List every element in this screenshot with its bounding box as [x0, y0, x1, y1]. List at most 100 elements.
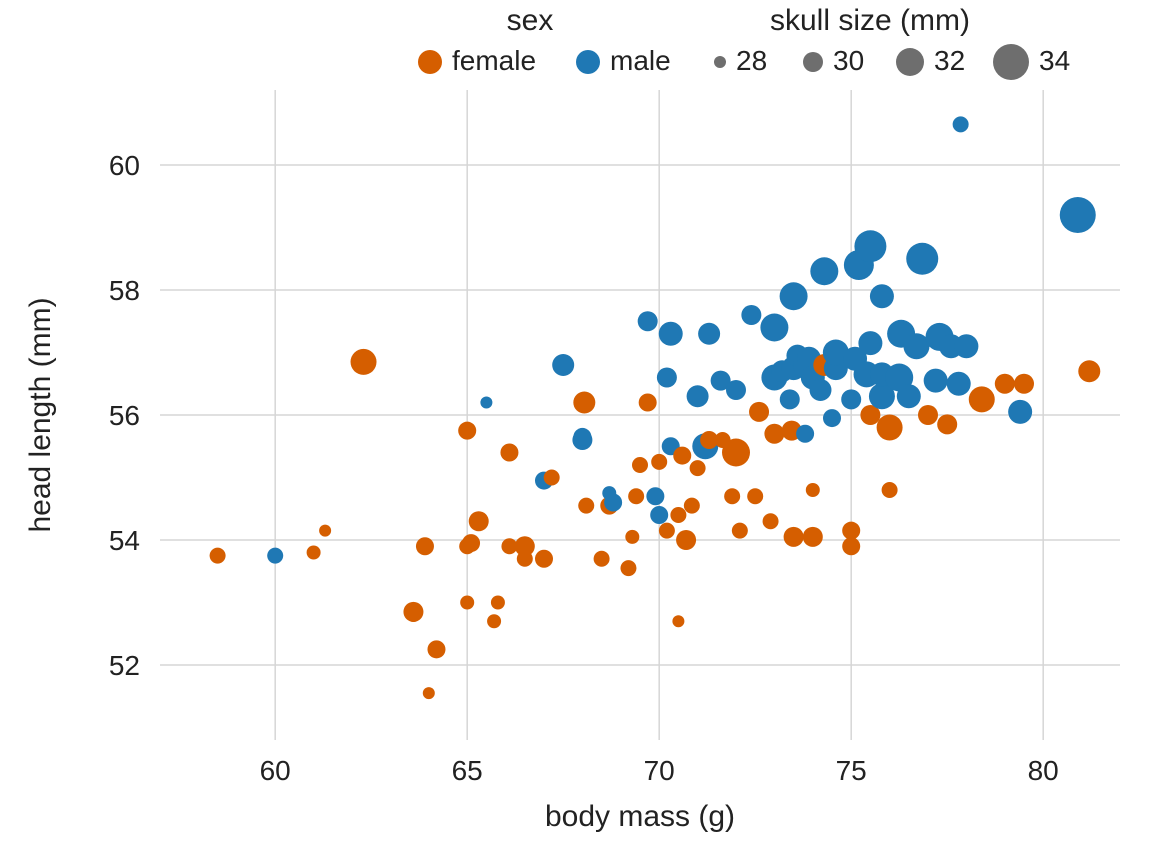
data-point — [684, 498, 700, 514]
data-point — [763, 513, 779, 529]
data-point — [403, 602, 423, 622]
data-point — [722, 439, 750, 467]
data-point — [806, 483, 820, 497]
data-point — [638, 311, 658, 331]
data-point — [651, 454, 667, 470]
data-point — [796, 425, 814, 443]
size-legend-label: 30 — [833, 45, 864, 76]
data-point — [810, 257, 838, 285]
data-point — [842, 522, 860, 540]
size-legend-swatch — [993, 44, 1029, 80]
data-point — [319, 525, 331, 537]
chart-svg: 60657075805254565860body mass (g)head le… — [0, 0, 1152, 864]
data-point — [646, 487, 664, 505]
data-point — [858, 331, 882, 355]
data-point — [535, 550, 553, 568]
data-point — [780, 389, 800, 409]
size-legend-label: 34 — [1039, 45, 1070, 76]
data-point — [1060, 197, 1096, 233]
data-point — [724, 488, 740, 504]
data-point — [632, 457, 648, 473]
data-point — [906, 243, 938, 275]
size-legend-swatch — [896, 48, 924, 76]
data-point — [897, 384, 921, 408]
data-point — [210, 548, 226, 564]
data-point — [698, 323, 720, 345]
data-point — [841, 389, 861, 409]
x-axis-label: body mass (g) — [545, 800, 735, 833]
data-point — [515, 536, 535, 556]
data-point — [842, 537, 860, 555]
data-point — [1014, 374, 1034, 394]
data-point — [882, 482, 898, 498]
data-point — [995, 374, 1015, 394]
y-tick-label: 60 — [109, 150, 140, 181]
data-point — [937, 414, 957, 434]
data-point — [676, 530, 696, 550]
data-point — [480, 397, 492, 409]
data-point — [809, 379, 831, 401]
legend-swatch — [576, 50, 600, 74]
data-point — [760, 314, 788, 342]
x-tick-label: 70 — [644, 755, 675, 786]
data-point — [416, 537, 434, 555]
data-point — [628, 488, 644, 504]
size-legend-swatch — [714, 56, 726, 68]
x-tick-label: 80 — [1028, 755, 1059, 786]
data-point — [307, 546, 321, 560]
data-point — [460, 596, 474, 610]
data-point — [687, 385, 709, 407]
data-point — [491, 596, 505, 610]
data-point — [1008, 400, 1032, 424]
data-point — [267, 548, 283, 564]
size-legend-title: skull size (mm) — [770, 4, 970, 37]
data-point — [877, 415, 903, 441]
data-point — [573, 392, 595, 414]
data-point — [670, 507, 686, 523]
x-tick-label: 75 — [836, 755, 867, 786]
data-point — [594, 551, 610, 567]
x-tick-label: 65 — [452, 755, 483, 786]
data-point — [552, 354, 574, 376]
data-point — [918, 405, 938, 425]
data-point — [659, 523, 675, 539]
data-point — [573, 428, 591, 446]
y-tick-label: 52 — [109, 650, 140, 681]
data-point — [625, 530, 639, 544]
data-point — [947, 372, 971, 396]
data-point — [672, 615, 684, 627]
data-point — [690, 460, 706, 476]
data-point — [954, 334, 978, 358]
data-point — [650, 506, 668, 524]
data-point — [953, 116, 969, 132]
data-point — [747, 488, 763, 504]
data-point — [749, 402, 769, 422]
data-point — [462, 534, 480, 552]
data-point — [1078, 360, 1100, 382]
data-point — [803, 527, 823, 547]
data-point — [427, 640, 445, 658]
data-point — [659, 322, 683, 346]
data-point — [604, 494, 622, 512]
data-point — [620, 560, 636, 576]
size-legend-label: 28 — [736, 45, 767, 76]
data-point — [423, 687, 435, 699]
data-point — [732, 523, 748, 539]
y-tick-label: 56 — [109, 400, 140, 431]
size-legend-label: 32 — [934, 45, 965, 76]
data-point — [639, 394, 657, 412]
data-point — [969, 386, 995, 412]
y-tick-label: 54 — [109, 525, 140, 556]
data-point — [469, 511, 489, 531]
data-point — [578, 498, 594, 514]
scatter-chart: 60657075805254565860body mass (g)head le… — [0, 0, 1152, 864]
y-axis-label: head length (mm) — [24, 297, 57, 532]
data-point — [487, 614, 501, 628]
color-legend-title: sex — [507, 4, 554, 37]
legend-label: male — [610, 45, 671, 76]
y-tick-label: 58 — [109, 275, 140, 306]
legend-label: female — [452, 45, 536, 76]
data-point — [726, 380, 746, 400]
data-point — [657, 368, 677, 388]
data-point — [673, 447, 691, 465]
